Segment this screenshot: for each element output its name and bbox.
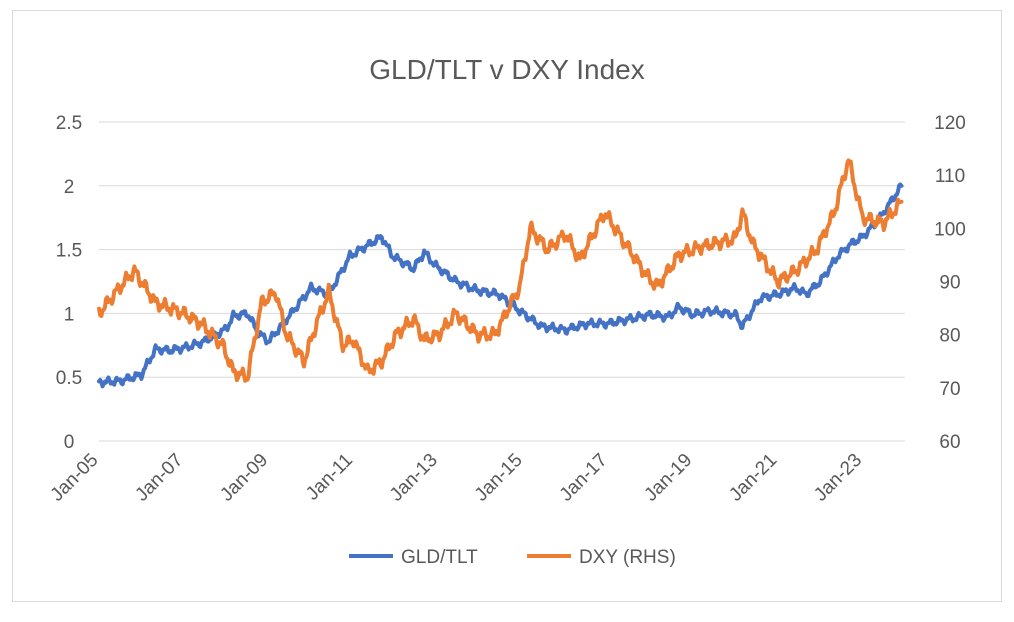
left-tick-label: 2.5 [56,113,82,134]
right-tick-label: 110 [935,166,965,187]
x-tick-label: Jan-21 [725,450,781,506]
gridlines [99,121,905,442]
series-line-dxy [97,158,904,383]
x-tick-label: Jan-15 [471,450,527,506]
left-tick-label: 0 [64,432,75,453]
left-tick-label: 0.5 [56,368,82,389]
series-group [97,158,904,389]
x-tick-label: Jan-11 [302,450,357,505]
x-axis: Jan-05 Jan-07 Jan-09 Jan-11 Jan-13 Jan-15 Jan-… [47,450,867,506]
right-tick-label: 90 [939,273,960,294]
x-tick-label: Jan-09 [216,450,272,506]
right-tick-label: 60 [939,432,960,453]
legend-label: DXY (RHS) [579,547,676,568]
series-line-gld-tlt [97,182,904,389]
left-tick-label: 2 [64,177,75,198]
line-chart: GLD/TLT v DXY Index 0 0.5 1 1.5 2 2.5 60 70 80 9… [47,54,966,568]
right-axis: 60 70 80 90 100 110 120 [934,113,966,453]
x-tick-label: Jan-17 [556,450,612,506]
legend-label: GLD/TLT [401,547,478,568]
left-tick-label: 1 [64,304,75,325]
right-tick-label: 70 [939,379,960,400]
left-axis: 0 0.5 1 1.5 2 2.5 [56,113,82,453]
x-tick-label: Jan-13 [386,450,442,506]
right-tick-label: 80 [939,326,960,347]
left-tick-label: 1.5 [56,241,82,262]
x-tick-label: Jan-05 [47,450,103,506]
legend: GLD/TLT DXY (RHS) [349,547,676,568]
x-tick-label: Jan-19 [640,450,696,506]
chart-area: GLD/TLT v DXY Index 0 0.5 1 1.5 2 2.5 60 70 80 9… [12,10,1002,602]
right-tick-label: 100 [934,219,966,240]
chart-title: GLD/TLT v DXY Index [369,54,644,85]
right-tick-label: 120 [934,113,966,134]
x-tick-label: Jan-07 [131,450,187,506]
x-tick-label: Jan-23 [810,450,866,506]
